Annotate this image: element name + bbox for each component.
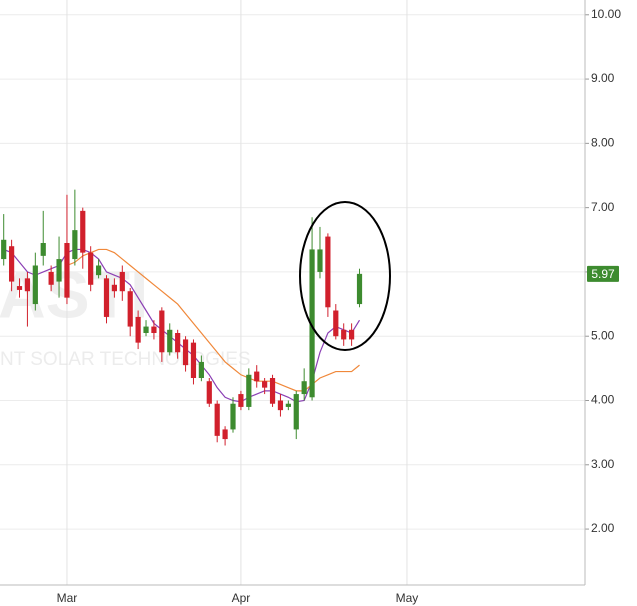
x-tick-label: May	[396, 591, 419, 605]
candle-body	[222, 429, 228, 440]
y-tick-label: 5.00	[591, 328, 615, 342]
y-tick-label: 2.00	[591, 521, 615, 535]
y-tick-label: 4.00	[591, 393, 615, 407]
candle-body	[198, 361, 204, 378]
watermark: ASTI	[0, 257, 148, 331]
candle-body	[333, 310, 339, 337]
candle-body	[16, 286, 23, 290]
candle-body	[64, 243, 70, 298]
candle-body	[356, 273, 363, 305]
candle-body	[9, 246, 15, 282]
candle-body	[95, 265, 102, 276]
candle-body	[159, 310, 165, 353]
y-tick-label: 9.00	[591, 71, 615, 85]
candle-body	[72, 230, 78, 260]
candle-body	[317, 249, 323, 272]
candle-body	[262, 381, 268, 388]
candle-body	[206, 381, 212, 404]
candle-body	[269, 378, 276, 404]
moving-average	[3, 248, 361, 403]
candle-body	[182, 339, 189, 366]
candle-body	[143, 326, 149, 333]
y-tick-label: 3.00	[591, 457, 615, 471]
candle-body	[246, 374, 252, 407]
candle-body	[349, 329, 355, 340]
x-tick-label: Mar	[57, 591, 78, 605]
candle-body	[293, 394, 299, 430]
x-tick-label: Apr	[232, 591, 251, 605]
candle-body	[80, 210, 86, 253]
candle-body	[238, 394, 244, 407]
candle-body	[88, 252, 94, 285]
y-tick-label: 8.00	[591, 136, 615, 150]
candle-body	[277, 400, 284, 411]
candle-body	[48, 271, 54, 285]
candle-body	[32, 265, 38, 305]
last-price-label: 5.97	[591, 267, 615, 281]
candle-body	[1, 239, 7, 260]
candle-body	[190, 342, 197, 378]
candle-body	[40, 243, 46, 256]
candle-body	[151, 326, 157, 333]
y-tick-label: 10.00	[591, 7, 621, 21]
watermark-sub: NT SOLAR TECHNOLOGIES	[0, 349, 251, 370]
candle-body	[285, 403, 291, 407]
annotation-circle	[299, 201, 391, 351]
candle-body	[230, 403, 236, 430]
candle-body	[56, 259, 62, 282]
candle-body	[119, 271, 125, 292]
candle-body	[24, 278, 31, 292]
candle-body	[254, 371, 260, 382]
candle-body	[167, 329, 173, 353]
last-price-box	[587, 265, 619, 282]
candle-body	[341, 329, 347, 340]
candle-body	[127, 291, 133, 327]
candle-body	[111, 284, 117, 292]
candle-body	[103, 278, 110, 317]
candle-body	[135, 316, 141, 343]
candle-body	[214, 403, 220, 436]
y-tick-label: 7.00	[591, 200, 615, 214]
candle-body	[325, 236, 331, 308]
candle-body	[301, 381, 307, 395]
candle-body	[175, 333, 181, 353]
candle-body	[309, 249, 315, 398]
